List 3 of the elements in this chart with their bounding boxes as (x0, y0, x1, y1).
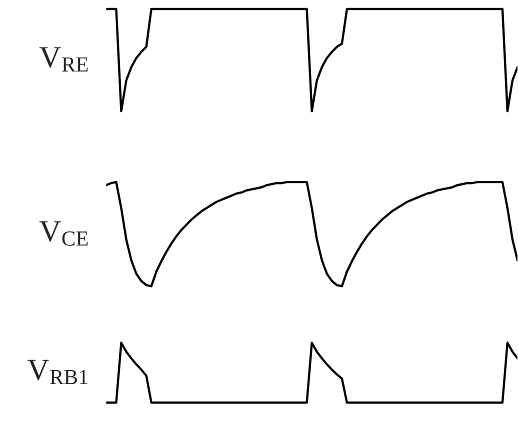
y-axis-title: V$_{CE}$ (39, 221, 88, 246)
y-axis-title: V$_{RB1}$ (28, 360, 88, 384)
y-axis-title: V$_{RE}$ (39, 47, 88, 72)
